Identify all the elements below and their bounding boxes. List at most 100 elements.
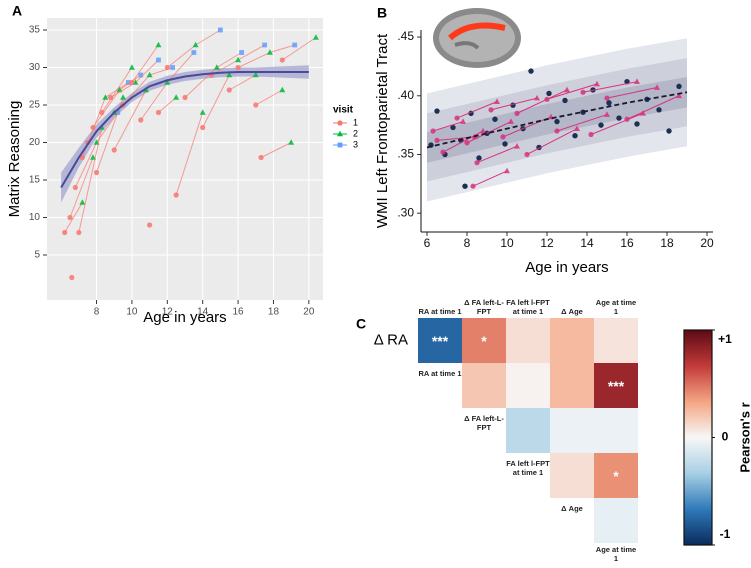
trajectory	[69, 157, 94, 218]
point	[594, 80, 600, 87]
significance-label: *	[481, 333, 487, 349]
point	[252, 71, 259, 78]
point	[62, 229, 68, 236]
trajectory	[582, 81, 638, 93]
point	[654, 84, 660, 90]
significance-label: *	[613, 468, 619, 484]
trajectory	[466, 121, 512, 144]
y-tick-label: 25	[29, 100, 41, 111]
point	[492, 116, 498, 122]
point	[120, 94, 127, 100]
point	[138, 117, 144, 123]
x-tick-label: 20	[303, 307, 315, 318]
column-label-box: Age at time 1	[596, 298, 636, 316]
x-tick-label: 20	[700, 236, 714, 250]
point	[164, 64, 170, 71]
point	[292, 42, 298, 48]
point	[514, 110, 520, 116]
point	[440, 149, 446, 155]
x-tick-label: 12	[162, 307, 174, 318]
point	[460, 118, 466, 124]
y-tick-label: .35	[397, 147, 414, 161]
trajectory	[606, 87, 658, 99]
trajectory	[556, 114, 608, 132]
row-label: FA left l-FPT at time 1	[506, 459, 550, 477]
legend-label: 3	[353, 139, 358, 149]
point	[129, 79, 135, 86]
point	[528, 68, 534, 74]
point	[464, 140, 470, 146]
point	[544, 96, 550, 102]
point	[564, 86, 570, 93]
point	[508, 118, 514, 124]
point	[69, 274, 75, 281]
point	[430, 128, 436, 134]
trajectory	[456, 101, 498, 119]
point	[235, 56, 242, 63]
trajectory	[228, 74, 257, 91]
y-tick-label: 5	[34, 250, 40, 261]
column-label-box: RA at time 1	[418, 307, 462, 316]
point	[235, 64, 241, 71]
point	[213, 64, 220, 70]
point	[604, 111, 610, 117]
point	[616, 115, 622, 121]
point	[554, 128, 560, 134]
point	[111, 147, 117, 153]
point	[173, 94, 180, 100]
trajectory	[175, 112, 204, 196]
point	[634, 121, 640, 127]
point	[279, 57, 285, 63]
trajectory	[64, 202, 83, 233]
point	[480, 127, 486, 134]
point	[217, 27, 223, 33]
trajectory	[502, 116, 552, 138]
trajectory	[546, 83, 598, 100]
point	[138, 72, 144, 78]
heatmap-cell	[506, 363, 550, 408]
y-tick-label: 35	[29, 25, 41, 36]
point	[156, 57, 161, 63]
x-tick-label: 14	[197, 307, 209, 318]
panel-label: C	[356, 316, 366, 332]
trajectory	[516, 89, 568, 114]
point	[226, 87, 232, 93]
point	[434, 108, 440, 114]
trajectory	[282, 37, 317, 61]
point	[312, 34, 319, 40]
heatmap-cell	[594, 498, 638, 543]
point	[462, 183, 468, 189]
point	[534, 94, 540, 101]
significance-label: ***	[432, 333, 449, 349]
panel-label: A	[12, 3, 22, 19]
colorbar	[683, 329, 713, 546]
y-tick-label: 15	[29, 175, 41, 186]
point	[572, 132, 578, 139]
legend-label: 1	[353, 117, 358, 127]
x-axis-title: Age in years	[525, 259, 608, 276]
trajectory	[472, 170, 508, 187]
point	[90, 124, 96, 131]
column-label: RA at time 1	[418, 307, 462, 316]
row-label-box: Age at time 1	[596, 545, 636, 563]
trajectory	[113, 89, 147, 151]
column-label-box: Δ Age	[561, 307, 583, 316]
x-tick-label: 16	[233, 307, 245, 318]
legend-symbol	[337, 130, 343, 137]
y-axis-title: WMI Left Frontoparietal Tract	[374, 33, 391, 228]
row-label-box: Δ Age	[561, 504, 583, 513]
tract-highlight	[447, 22, 506, 41]
trajectory	[626, 95, 680, 120]
point	[666, 128, 672, 134]
heatmap-cell	[550, 453, 594, 498]
point	[266, 49, 273, 55]
point	[253, 102, 259, 108]
heatmap-cell	[594, 408, 638, 453]
row-label: Δ FA left-L-FPT	[464, 414, 504, 432]
point	[279, 86, 286, 93]
point	[155, 109, 162, 116]
x-tick-label: 6	[424, 236, 431, 250]
y-tick-label: .30	[397, 205, 414, 219]
point	[434, 137, 440, 143]
